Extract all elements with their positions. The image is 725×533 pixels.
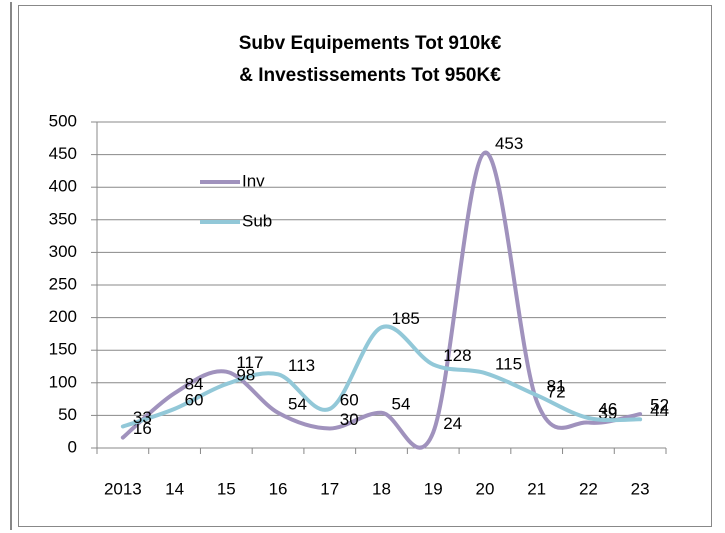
x-tick-label: 21: [527, 479, 546, 498]
data-label: 453: [495, 134, 523, 153]
y-tick-label: 150: [49, 340, 77, 359]
x-tick-label: 14: [165, 479, 184, 498]
frame-edge: [10, 2, 12, 530]
data-label: 33: [133, 408, 152, 427]
x-tick-label: 23: [631, 479, 650, 498]
data-label: 113: [288, 356, 315, 375]
data-label: 60: [185, 390, 204, 409]
chart-title: & Investissements Tot 950K€: [239, 65, 501, 86]
chart-title: Subv Equipements Tot 910k€: [239, 33, 502, 54]
data-label: 44: [650, 401, 669, 420]
series-line: [120, 150, 643, 450]
y-tick-label: 500: [49, 111, 77, 130]
data-label: 128: [443, 346, 471, 365]
data-label: 185: [392, 309, 420, 328]
chart-area: [18, 5, 712, 527]
y-tick-label: 350: [49, 209, 77, 228]
y-tick-label: 250: [49, 274, 77, 293]
data-label: 60: [340, 390, 359, 409]
series-line: [120, 324, 643, 429]
data-label: 98: [236, 366, 255, 385]
x-tick-label: 16: [269, 479, 288, 498]
data-label: 52: [650, 396, 669, 415]
y-tick-label: 50: [58, 405, 77, 424]
x-tick-label: 19: [424, 479, 443, 498]
data-label: 30: [340, 410, 359, 429]
x-tick-label: 18: [372, 479, 391, 498]
legend-label: Inv: [242, 171, 265, 190]
y-tick-label: 200: [49, 307, 77, 326]
x-tick-label: 22: [579, 479, 598, 498]
y-tick-label: 100: [49, 372, 77, 391]
legend-label: Sub: [242, 211, 272, 230]
data-label: 46: [598, 399, 617, 418]
y-tick-label: 450: [49, 144, 77, 163]
x-tick-label: 15: [217, 479, 236, 498]
data-label: 84: [185, 375, 204, 394]
x-tick-label: 20: [475, 479, 494, 498]
y-tick-label: 400: [49, 177, 77, 196]
x-tick-label: 17: [320, 479, 339, 498]
data-label: 115: [495, 355, 522, 374]
x-tick-label: 2013: [104, 479, 142, 498]
y-tick-label: 0: [68, 437, 77, 456]
data-label: 54: [288, 394, 307, 413]
data-label: 54: [392, 394, 411, 413]
y-tick-label: 300: [49, 242, 77, 261]
data-label: 72: [547, 383, 566, 402]
data-label: 117: [236, 353, 263, 372]
data-label: 24: [443, 414, 462, 433]
data-label: 81: [547, 377, 566, 396]
